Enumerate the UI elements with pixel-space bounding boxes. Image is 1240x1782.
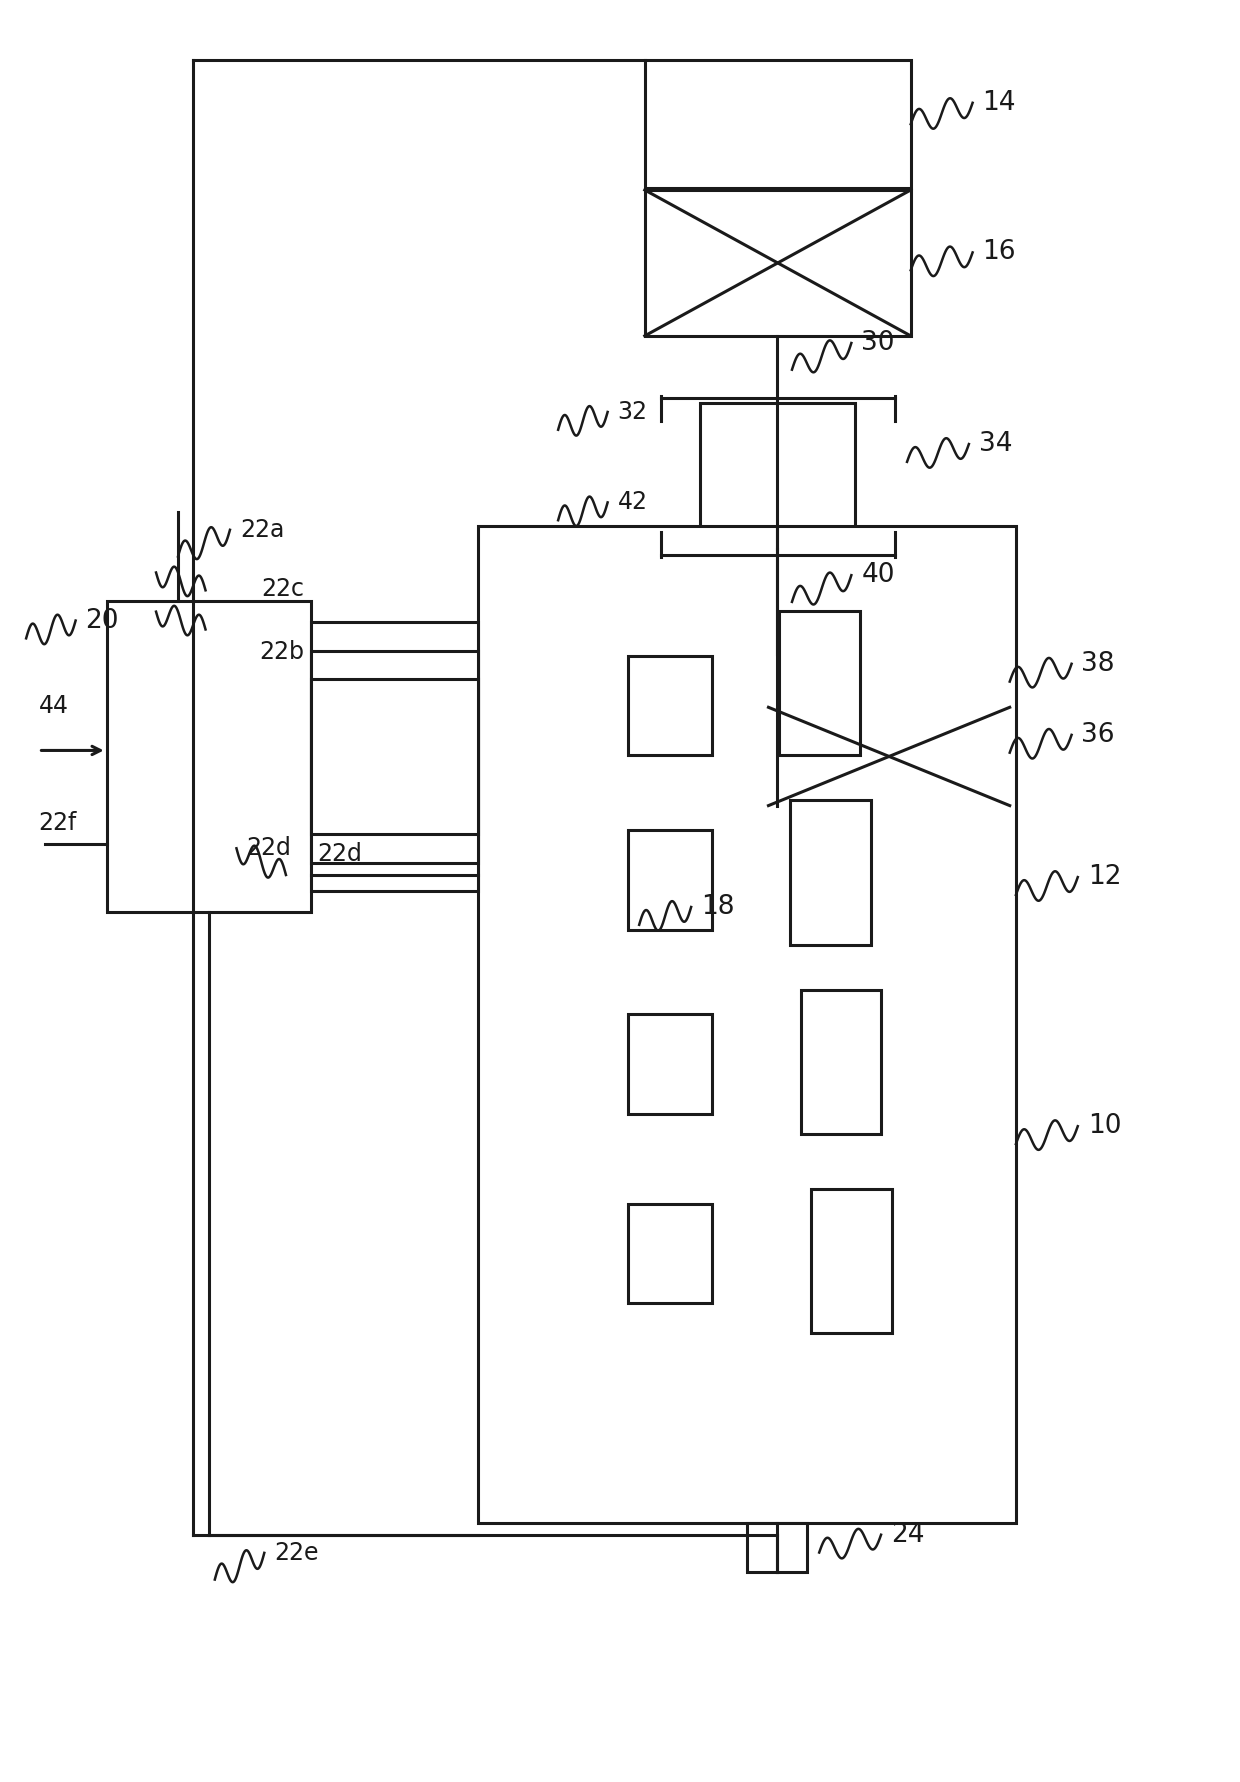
FancyBboxPatch shape	[701, 403, 856, 549]
FancyBboxPatch shape	[779, 611, 859, 756]
Text: 32: 32	[618, 399, 647, 424]
FancyBboxPatch shape	[311, 650, 477, 862]
FancyBboxPatch shape	[107, 601, 311, 912]
Text: 14: 14	[982, 89, 1016, 116]
Text: 40: 40	[862, 561, 895, 588]
Text: 22d: 22d	[247, 836, 291, 861]
FancyBboxPatch shape	[748, 1522, 807, 1572]
FancyBboxPatch shape	[629, 1205, 712, 1303]
FancyBboxPatch shape	[477, 526, 1016, 1522]
Text: 30: 30	[862, 330, 895, 356]
Text: 44: 44	[38, 695, 68, 718]
Text: 36: 36	[1081, 722, 1115, 748]
FancyBboxPatch shape	[645, 61, 910, 189]
Text: 42: 42	[618, 490, 647, 515]
FancyBboxPatch shape	[790, 800, 870, 944]
Text: 10: 10	[1087, 1114, 1121, 1139]
FancyBboxPatch shape	[311, 679, 477, 834]
Text: 18: 18	[701, 895, 734, 920]
Text: 20: 20	[86, 608, 119, 634]
FancyBboxPatch shape	[645, 191, 910, 335]
Text: 12: 12	[1087, 864, 1121, 891]
FancyBboxPatch shape	[769, 654, 1009, 707]
Text: 34: 34	[978, 431, 1012, 456]
Text: 22d: 22d	[317, 843, 362, 866]
FancyBboxPatch shape	[311, 622, 477, 891]
FancyBboxPatch shape	[769, 707, 1009, 805]
Text: 22b: 22b	[259, 640, 305, 665]
Text: 22c: 22c	[262, 577, 305, 601]
FancyBboxPatch shape	[629, 656, 712, 756]
FancyBboxPatch shape	[629, 830, 712, 930]
Text: 22f: 22f	[38, 811, 77, 836]
Text: 16: 16	[982, 239, 1016, 266]
Text: 22e: 22e	[274, 1541, 319, 1565]
Text: 24: 24	[892, 1522, 925, 1549]
Text: 38: 38	[1081, 650, 1115, 677]
FancyBboxPatch shape	[801, 989, 882, 1133]
FancyBboxPatch shape	[629, 1014, 712, 1114]
FancyBboxPatch shape	[811, 1189, 892, 1333]
Text: 22a: 22a	[239, 519, 284, 542]
